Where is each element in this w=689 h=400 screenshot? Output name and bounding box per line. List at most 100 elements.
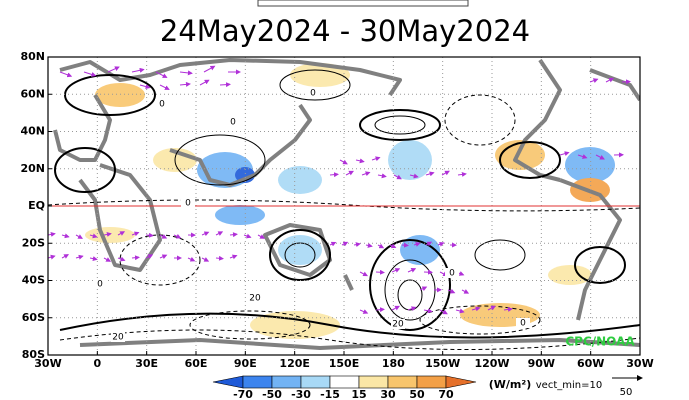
lon-label: 30W [34,357,61,370]
contours [48,69,640,350]
wind-vector [457,171,467,177]
contour-label: 20 [112,333,124,343]
wind-vector [371,156,381,162]
wind-vector [455,308,465,314]
contour-label-bg [155,99,169,109]
wind-vector [75,254,84,260]
wind-vector [229,232,238,238]
wind-vector [341,241,349,247]
wind-vector [219,82,231,88]
wind-vector [595,154,605,160]
lon-label: 90E [234,357,257,370]
wind-vector [257,234,266,239]
contour-label-bg [226,117,240,127]
wind-vector [375,269,385,275]
wind-vector [409,173,419,179]
colorbar-label: -30 [291,388,311,400]
wind-vector [201,257,210,262]
units: (W/m²) [489,378,532,391]
wind-vector [159,234,168,239]
lon-label: 150W [425,357,460,370]
wind-vector [339,159,348,165]
lat-label: 20N [20,162,45,175]
wind-vector [229,254,238,260]
wind-vector [375,307,385,313]
coastlines [53,58,640,350]
contour-label-bg [516,318,530,328]
colorbar-label: 50 [409,388,425,400]
contour-label: 0 [310,89,316,99]
contour-label-bg [93,279,107,289]
lon-label: 30E [135,357,158,370]
contour-label-bg [306,88,320,98]
contour-label-bg [391,319,405,329]
wind-vector [201,231,210,237]
shading [85,63,615,339]
wind-vector [103,257,112,262]
wind-vector [487,305,496,311]
wind-vector [391,268,401,273]
contour-label: 0 [520,319,526,329]
vector-scale: 50 [620,387,633,398]
wind-vector [389,243,397,249]
contour-label-bg [111,332,125,342]
lon-label: 30W [626,357,653,370]
wind-vector [407,306,417,312]
lat-label: EQ [28,199,45,212]
vector-note: vect_min=10 [536,380,602,391]
wind-vector [329,241,337,247]
contour-label-bg [248,293,262,303]
wind-vector [441,170,450,176]
wind-vector [117,231,126,236]
wind-vector [589,78,599,83]
wind-vector [131,255,140,261]
wind-vector [361,171,371,177]
title: 24May2024 - 30May2024 [160,14,530,48]
lat-label: 20S [22,236,45,249]
wind-vector [329,172,339,178]
wind-vector [89,256,98,262]
wind-vector [377,243,385,249]
lon-label: 120E [279,357,309,370]
wind-vector [131,231,140,237]
wind-vector [187,256,196,262]
wind-vector [243,233,252,239]
wind-vector [215,255,224,261]
wind-vector [61,254,70,259]
wind-vector [48,254,56,260]
wind-vector [471,306,481,312]
colorbar-bin [242,375,273,389]
wind-vector [179,70,193,76]
wind-vector [437,241,445,247]
contour-label: 20 [392,320,404,330]
contour-label-bg [445,268,459,278]
wind-vector [447,288,456,294]
lon-label: 90W [528,357,555,370]
contour-label: 0 [230,118,236,128]
wind-vector [413,242,421,247]
colorbar-label: -50 [262,388,282,400]
wind-vector [559,151,570,157]
wind-vector [61,233,70,239]
wind-vector [461,289,470,294]
credit: CPC/NOAA [565,335,635,349]
lon-label: 120W [474,357,509,370]
lat-label: 80N [20,50,45,63]
wind-vector [359,309,369,314]
lon-label: 0 [94,357,102,370]
wind-vector [419,286,428,292]
wind-vector [345,170,354,176]
lon-label: 60E [185,357,208,370]
contour-label: 0 [97,280,103,290]
wind-vector [355,158,365,164]
wind-vector [159,254,168,260]
colorbar-bin [300,375,331,389]
wind-vector [103,231,112,237]
wind-vector [107,66,120,73]
wind-vector [407,268,417,273]
lon-label: 60W [577,357,604,370]
wind-vector [199,79,210,86]
wind-vector [215,231,224,236]
